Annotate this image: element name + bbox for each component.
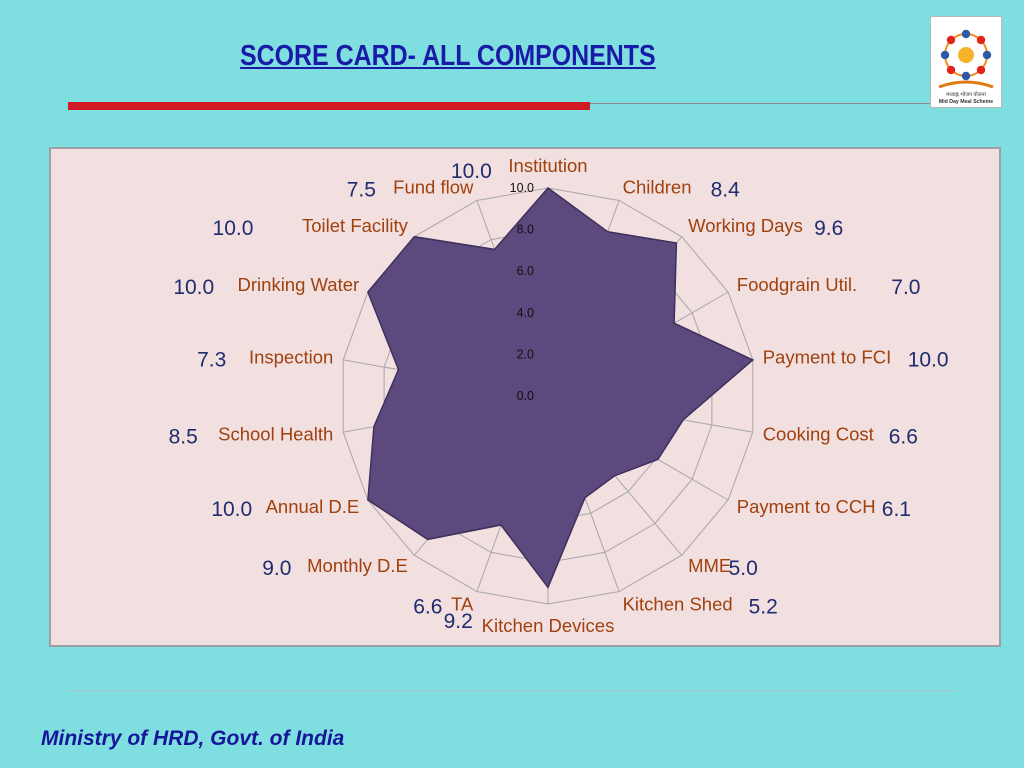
footer-ministry: Ministry of HRD, Govt. of India xyxy=(41,727,345,750)
radar-category-label: MME xyxy=(688,555,731,576)
radar-category-label: Payment to CCH xyxy=(737,496,876,517)
radar-series-area xyxy=(367,186,755,589)
title-red-rule xyxy=(68,102,590,110)
radar-tick-label: 8.0 xyxy=(517,223,534,237)
radar-value-label: 5.0 xyxy=(729,557,758,580)
logo-caption-english: Mid Day Meal Scheme xyxy=(939,99,993,105)
radar-value-labels: 10.08.49.67.010.06.66.15.05.29.26.69.010… xyxy=(169,160,949,633)
radar-value-label: 5.2 xyxy=(749,596,778,619)
footer-rule xyxy=(68,690,956,691)
radar-value-label: 7.3 xyxy=(197,349,226,372)
radar-value-label: 10.0 xyxy=(908,349,949,372)
radar-value-label: 10.0 xyxy=(211,498,252,521)
radar-category-label: Institution xyxy=(508,155,587,176)
radar-category-label: Kitchen Devices xyxy=(482,615,615,636)
radar-chart: 0.0 2.0 4.0 6.0 8.0 10.0 Institution Children W… xyxy=(169,155,949,636)
radar-tick-label: 2.0 xyxy=(517,347,534,361)
radar-category-label: Monthly D.E xyxy=(307,555,408,576)
radar-value-label: 9.2 xyxy=(444,610,473,633)
logo-graphic: मध्याह्न भोजन योजना Mid Day Meal Scheme xyxy=(938,29,994,105)
radar-category-label: Working Days xyxy=(688,215,803,236)
radar-value-label: 8.4 xyxy=(711,178,741,201)
logo-figures-ring xyxy=(940,29,992,81)
radar-category-labels: Institution Children Working Days Foodgrain… xyxy=(218,155,891,636)
radar-value-label: 7.0 xyxy=(891,276,920,299)
radar-value-label: 9.6 xyxy=(814,217,843,240)
radar-tick-label: 10.0 xyxy=(510,181,534,195)
radar-tick-label: 6.0 xyxy=(517,264,534,278)
radar-category-label: TA xyxy=(451,594,474,615)
radar-category-label: Cooking Cost xyxy=(763,424,874,445)
radar-value-label: 6.6 xyxy=(413,596,442,619)
radar-tick-labels: 0.0 2.0 4.0 6.0 8.0 10.0 xyxy=(510,181,534,403)
radar-value-label: 6.1 xyxy=(882,498,911,521)
radar-category-label: Drinking Water xyxy=(238,274,360,295)
radar-category-label: Annual D.E xyxy=(266,496,360,517)
radar-category-label: Foodgrain Util. xyxy=(737,274,857,295)
mid-day-meal-logo-icon: मध्याह्न भोजन योजना Mid Day Meal Scheme xyxy=(930,16,1002,108)
radar-tick-label: 4.0 xyxy=(517,306,534,320)
radar-chart-panel: 0.0 2.0 4.0 6.0 8.0 10.0 Institution Children W… xyxy=(49,147,1001,647)
radar-category-label: Toilet Facility xyxy=(302,215,409,236)
logo-caption-hindi: मध्याह्न भोजन योजना xyxy=(946,91,986,98)
radar-value-label: 9.0 xyxy=(262,557,291,580)
radar-category-label: Fund flow xyxy=(393,176,474,197)
radar-category-label: School Health xyxy=(218,424,333,445)
radar-value-label: 10.0 xyxy=(451,160,492,183)
radar-tick-label: 0.0 xyxy=(517,389,534,403)
page-title: SCORE CARD- ALL COMPONENTS xyxy=(240,40,656,72)
title-thin-rule xyxy=(590,103,930,104)
radar-value-label: 7.5 xyxy=(347,178,376,201)
radar-value-label: 10.0 xyxy=(173,276,214,299)
radar-category-label: Payment to FCI xyxy=(763,347,892,368)
radar-category-label: Inspection xyxy=(249,347,333,368)
logo-book-arc xyxy=(938,80,994,89)
radar-value-label: 10.0 xyxy=(213,217,254,240)
radar-category-label: Kitchen Shed xyxy=(623,594,733,615)
radar-series xyxy=(367,186,755,589)
radar-value-label: 8.5 xyxy=(169,426,198,449)
radar-value-label: 6.6 xyxy=(889,426,918,449)
radar-category-label: Children xyxy=(623,176,692,197)
